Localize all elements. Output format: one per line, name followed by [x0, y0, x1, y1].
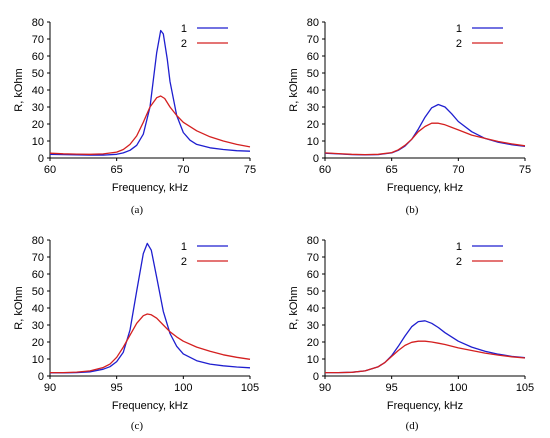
y-tick-label: 20	[32, 337, 44, 349]
y-tick-label: 40	[32, 85, 44, 97]
y-tick-label: 80	[307, 17, 319, 29]
x-tick-label: 75	[519, 164, 531, 176]
series-line-2	[49, 95, 251, 155]
x-tick-label: 65	[111, 164, 123, 176]
y-tick-label: 60	[32, 51, 44, 63]
x-tick-label: 70	[177, 164, 189, 176]
y-tick-label: 0	[38, 153, 44, 165]
series-line-2	[50, 313, 251, 374]
y-tick-label: 70	[32, 34, 44, 46]
legend-label-2: 2	[181, 38, 187, 50]
x-tick-label: 95	[386, 382, 398, 394]
y-tick-label: 40	[32, 303, 44, 315]
y-tick-label: 80	[32, 17, 44, 29]
y-tick-label: 50	[32, 68, 44, 80]
panel-label-c: (c)	[130, 420, 144, 432]
legend-label-1: 1	[456, 23, 462, 35]
x-axis-label: Frequency, kHz	[387, 182, 463, 194]
legend-label-2: 2	[181, 256, 187, 268]
x-tick-label: 65	[386, 164, 398, 176]
legend-label-2: 2	[456, 256, 462, 268]
y-tick-label: 0	[38, 371, 44, 383]
y-tick-label: 30	[32, 320, 44, 332]
series-line-2	[325, 340, 526, 374]
y-tick-label: 30	[32, 102, 44, 114]
y-tick-label: 30	[307, 320, 319, 332]
x-axis-label: Frequency, kHz	[112, 182, 188, 194]
panel-label-b: (b)	[405, 204, 419, 216]
y-tick-label: 60	[307, 51, 319, 63]
y-tick-label: 70	[307, 252, 319, 264]
x-axis-label: Frequency, kHz	[387, 400, 463, 412]
y-tick-label: 40	[307, 85, 319, 97]
y-tick-label: 50	[307, 286, 319, 298]
y-tick-label: 80	[32, 235, 44, 247]
panel-label-d: (d)	[405, 420, 419, 432]
y-tick-label: 70	[32, 252, 44, 264]
y-tick-label: 50	[307, 68, 319, 80]
x-tick-label: 90	[319, 382, 331, 394]
y-tick-label: 20	[307, 119, 319, 131]
y-tick-label: 50	[32, 286, 44, 298]
y-axis-label: R, kOhm	[13, 68, 25, 111]
series-line-1	[50, 242, 251, 374]
x-tick-label: 100	[449, 382, 467, 394]
x-tick-label: 95	[111, 382, 123, 394]
x-tick-label: 90	[44, 382, 56, 394]
series-line-1	[325, 320, 526, 374]
y-tick-label: 20	[32, 119, 44, 131]
x-tick-label: 75	[244, 164, 256, 176]
y-tick-label: 20	[307, 337, 319, 349]
y-tick-label: 70	[307, 34, 319, 46]
x-tick-label: 60	[319, 164, 331, 176]
y-tick-label: 10	[32, 354, 44, 366]
x-tick-label: 100	[174, 382, 192, 394]
legend-label-2: 2	[456, 38, 462, 50]
y-tick-label: 60	[32, 269, 44, 281]
series-line-1	[324, 103, 526, 156]
y-tick-label: 10	[307, 136, 319, 148]
y-tick-label: 80	[307, 235, 319, 247]
x-tick-label: 105	[516, 382, 534, 394]
y-tick-label: 30	[307, 102, 319, 114]
chart-a: 0 10 20 30 40 50 60 70 80 60 65 70 75 Frequency, kHz R…	[13, 17, 256, 194]
series-line-2	[324, 122, 526, 156]
chart-d: 0 10 20 30 40 50 60 70 80 90 95 100 105 Frequency, kH…	[288, 235, 534, 412]
x-axis-label: Frequency, kHz	[112, 400, 188, 412]
y-tick-label: 60	[307, 269, 319, 281]
legend-label-1: 1	[181, 241, 187, 253]
y-tick-label: 0	[313, 153, 319, 165]
legend-label-1: 1	[181, 23, 187, 35]
x-tick-label: 60	[44, 164, 56, 176]
chart-b: 0 10 20 30 40 50 60 70 80 60 65 70 75 Frequency, kHz R…	[288, 17, 531, 194]
panel-label-a: (a)	[130, 204, 144, 216]
y-tick-label: 10	[307, 354, 319, 366]
chart-c: 0 10 20 30 40 50 60 70 80 90 95 100 105 Frequency, kH…	[13, 235, 259, 412]
legend-label-1: 1	[456, 241, 462, 253]
x-tick-label: 70	[452, 164, 464, 176]
x-tick-label: 105	[241, 382, 259, 394]
y-axis-label: R, kOhm	[13, 286, 25, 329]
y-tick-label: 40	[307, 303, 319, 315]
series-line-1	[49, 29, 251, 156]
y-tick-label: 10	[32, 136, 44, 148]
y-axis-label: R, kOhm	[288, 68, 300, 111]
y-axis-label: R, kOhm	[288, 286, 300, 329]
y-tick-label: 0	[313, 371, 319, 383]
